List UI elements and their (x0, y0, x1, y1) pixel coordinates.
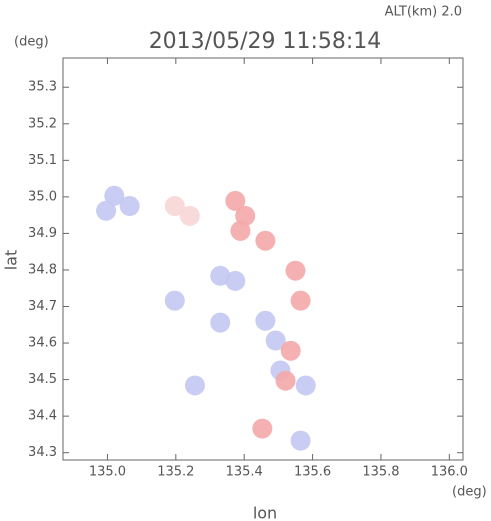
echo-patch (104, 185, 125, 206)
y-tick-label: 34.7 (28, 299, 57, 314)
y-tick-label: 34.8 (28, 262, 57, 277)
echo-patch (230, 220, 251, 241)
plot-frame (62, 57, 464, 461)
y-axis-label: lat (2, 250, 21, 271)
echo-patch (252, 418, 273, 439)
y-tick-label: 34.6 (28, 336, 57, 351)
echo-patch (225, 190, 246, 211)
y-tick-label: 35.2 (28, 116, 57, 131)
echo-patch (290, 290, 311, 311)
echo-patch (285, 260, 306, 281)
y-tick-label: 35.1 (28, 153, 57, 168)
echo-patch (164, 290, 185, 311)
echo-patch (280, 340, 301, 361)
y-tick-label: 34.5 (28, 372, 57, 387)
echo-patch (96, 200, 117, 221)
echo-patch (210, 265, 231, 286)
x-tick-label: 135.2 (157, 465, 194, 480)
y-tick-label: 35.0 (28, 189, 57, 204)
echo-patch (179, 205, 200, 226)
echo-patch (210, 312, 231, 333)
echo-patch (225, 270, 246, 291)
x-tick-label: 135.6 (294, 465, 331, 480)
x-tick-label: 135.8 (362, 465, 399, 480)
y-tick-label: 35.3 (28, 80, 57, 95)
y-tick-label: 34.4 (28, 409, 57, 424)
echo-patch (265, 330, 286, 351)
echo-patch (184, 375, 205, 396)
echo-patch (119, 196, 140, 217)
chart-title: 2013/05/29 11:58:14 (149, 29, 382, 54)
echo-patch (255, 230, 276, 251)
x-tick-label: 135.0 (89, 465, 126, 480)
x-tick-label: 135.4 (226, 465, 263, 480)
x-tick-label: 136.0 (431, 465, 468, 480)
echo-patch (164, 196, 185, 217)
x-unit: (deg) (452, 485, 487, 500)
echo-patch (295, 375, 316, 396)
echo-patch (275, 370, 296, 391)
y-tick-label: 34.9 (28, 226, 57, 241)
x-axis-label: lon (253, 504, 277, 521)
echo-patch (290, 430, 311, 451)
altitude-label: ALT(km) 2.0 (385, 5, 462, 20)
y-tick-label: 34.3 (28, 445, 57, 460)
echo-patch (255, 310, 276, 331)
y-unit: (deg) (14, 35, 49, 50)
